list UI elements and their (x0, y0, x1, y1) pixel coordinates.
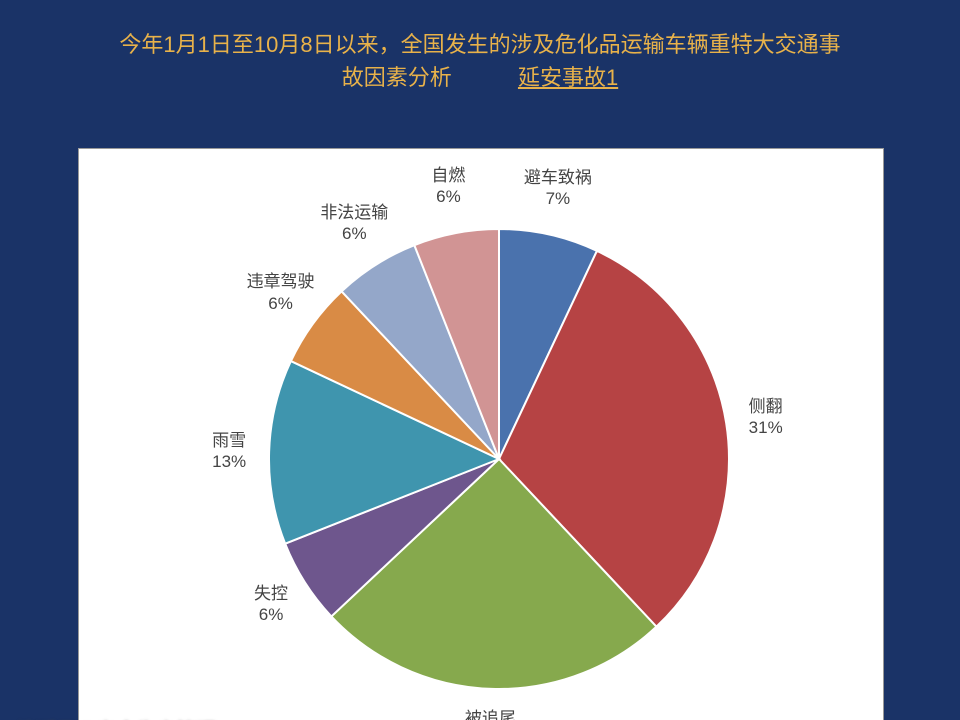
slice-label-percent: 6% (259, 605, 284, 624)
slice-label-text: 失控 (254, 583, 288, 602)
slice-label-text: 违章驾驶 (247, 272, 315, 291)
slice-label-text: 雨雪 (212, 430, 246, 449)
slice-label: 雨雪 13% (212, 429, 246, 472)
slice-label-text: 侧翻 (749, 397, 783, 416)
slice-label: 自燃 6% (431, 165, 465, 208)
chart-title: 今年1月1日至10月8日以来，全国发生的涉及危化品运输车辆重特大交通事 故因素分… (50, 28, 910, 94)
slice-label: 违章驾驶 6% (247, 271, 315, 314)
slice-label-percent: 6% (436, 187, 461, 206)
slice-label: 侧翻 31% (749, 396, 783, 439)
slice-label: 被追尾25% (465, 708, 516, 720)
slice-label-percent: 6% (268, 293, 293, 312)
slice-label: 失控 6% (254, 582, 288, 625)
slice-label-text: 避车致祸 (524, 167, 592, 186)
slice-label: 避车致祸 7% (524, 166, 592, 209)
slice-label-percent: 13% (212, 452, 246, 471)
slice-label-text: 非法运输 (320, 203, 388, 222)
title-line2: 故因素分析 (342, 65, 452, 90)
slice-label: 非法运输 6% (320, 202, 388, 245)
pie-chart-area: 避车致祸7%侧翻31%被追尾25%失控6%雨雪13%违章驾驶6%非法运输6%自燃… (78, 148, 884, 720)
title-link[interactable]: 延安事故1 (518, 65, 618, 90)
slice-label-percent: 7% (546, 189, 571, 208)
title-line1: 今年1月1日至10月8日以来，全国发生的涉及危化品运输车辆重特大交通事 (119, 32, 840, 57)
slice-label-percent: 6% (342, 224, 367, 243)
slice-label-text: 自燃 (431, 166, 465, 185)
slice-label-text: 被追尾 (465, 709, 516, 720)
slice-label-percent: 31% (749, 418, 783, 437)
